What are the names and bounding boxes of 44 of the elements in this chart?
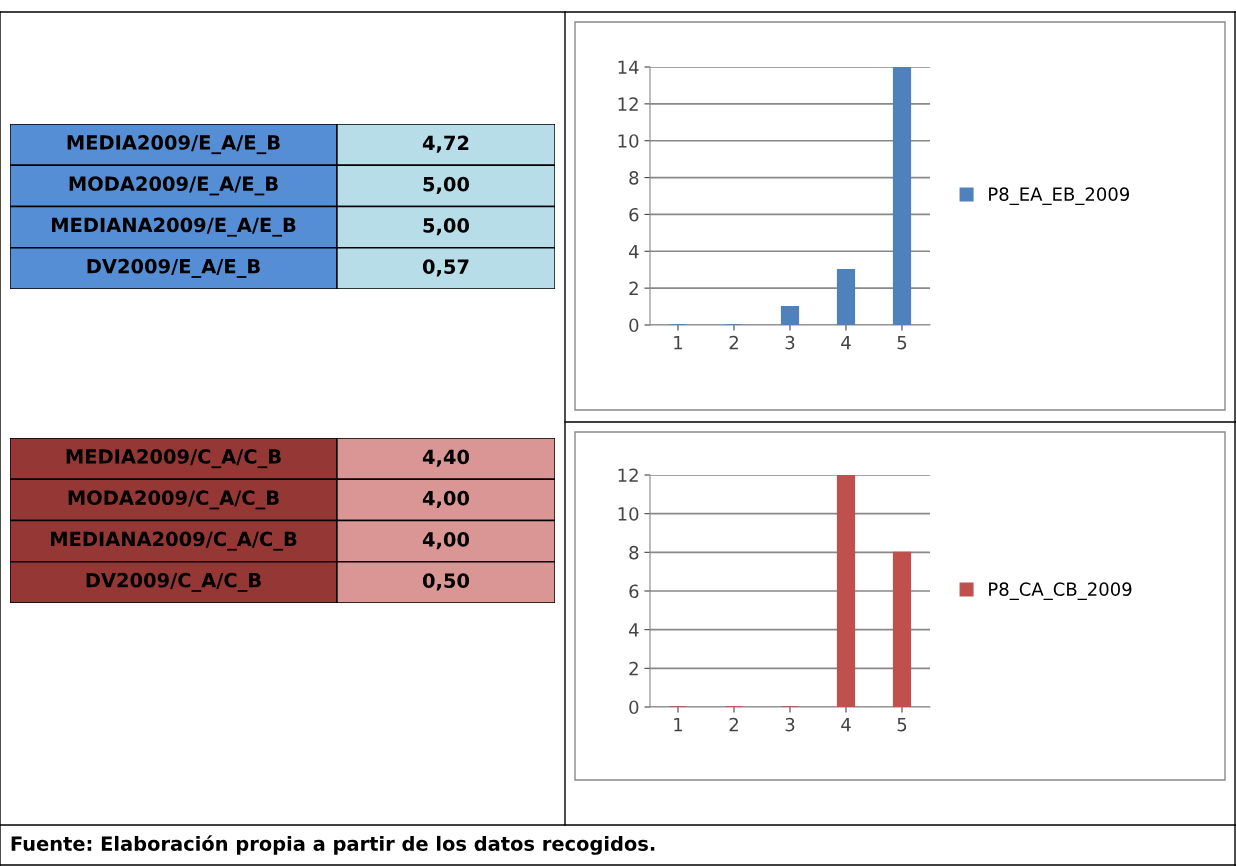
y-tick-label: 10: [618, 134, 639, 148]
text: 5,00: [423, 218, 470, 236]
legend-label: P8_CA_CB_2009: [989, 582, 1132, 600]
text: MEDIA2009/E_A/E_B: [67, 135, 280, 155]
text: MODA2009/E_A/E_B: [69, 176, 278, 196]
y-tick-label: 6: [629, 584, 639, 599]
x-tick-label: 5: [897, 717, 907, 732]
y-tick-label: 2: [629, 281, 638, 295]
y-tick-label: 8: [629, 171, 639, 185]
text: 4,40: [422, 449, 470, 467]
y-tick-label: 4: [628, 623, 639, 637]
text: 4,00: [422, 532, 470, 550]
y-tick-label: 0: [629, 318, 639, 333]
y-tick-label: 10: [618, 507, 639, 521]
x-tick-label: 3: [785, 717, 795, 732]
x-tick-label: 4: [841, 335, 851, 350]
x-tick-label: 1: [674, 717, 683, 732]
y-tick-label: 2: [629, 661, 638, 676]
y-tick-label: 0: [629, 700, 639, 715]
y-tick-label: 12: [618, 468, 638, 482]
text: DV2009/E_A/E_B: [87, 258, 260, 278]
text: 4,72: [422, 135, 469, 153]
x-tick-label: 2: [729, 717, 738, 732]
legend-label: P8_EA_EB_2009: [989, 187, 1130, 205]
y-tick-label: 4: [628, 244, 639, 259]
text: MEDIANA2009/E_A/E_B: [52, 217, 296, 237]
text: DV2009/C_A/C_B: [86, 572, 261, 592]
text: 5,00: [423, 176, 470, 194]
y-tick-label: 12: [618, 97, 638, 111]
y-tick-label: 6: [629, 207, 639, 222]
text: 0,50: [422, 573, 470, 591]
y-tick-label: 8: [629, 545, 639, 560]
text: MEDIANA2009/C_A/C_B: [51, 531, 297, 551]
text: MEDIA2009/C_A/C_B: [66, 449, 281, 469]
x-tick-label: 1: [674, 335, 683, 350]
text: 4,00: [422, 490, 470, 508]
x-tick-label: 5: [897, 335, 907, 350]
x-tick-label: 4: [841, 717, 851, 732]
x-tick-label: 3: [785, 335, 795, 350]
x-tick-label: 2: [729, 335, 738, 350]
source-note: Fuente: Elaboración propia a partir de los datos recogidos.: [11, 835, 655, 855]
y-tick-label: 14: [618, 60, 639, 74]
text: 0,57: [422, 259, 469, 277]
text: MODA2009/C_A/C_B: [68, 490, 279, 510]
